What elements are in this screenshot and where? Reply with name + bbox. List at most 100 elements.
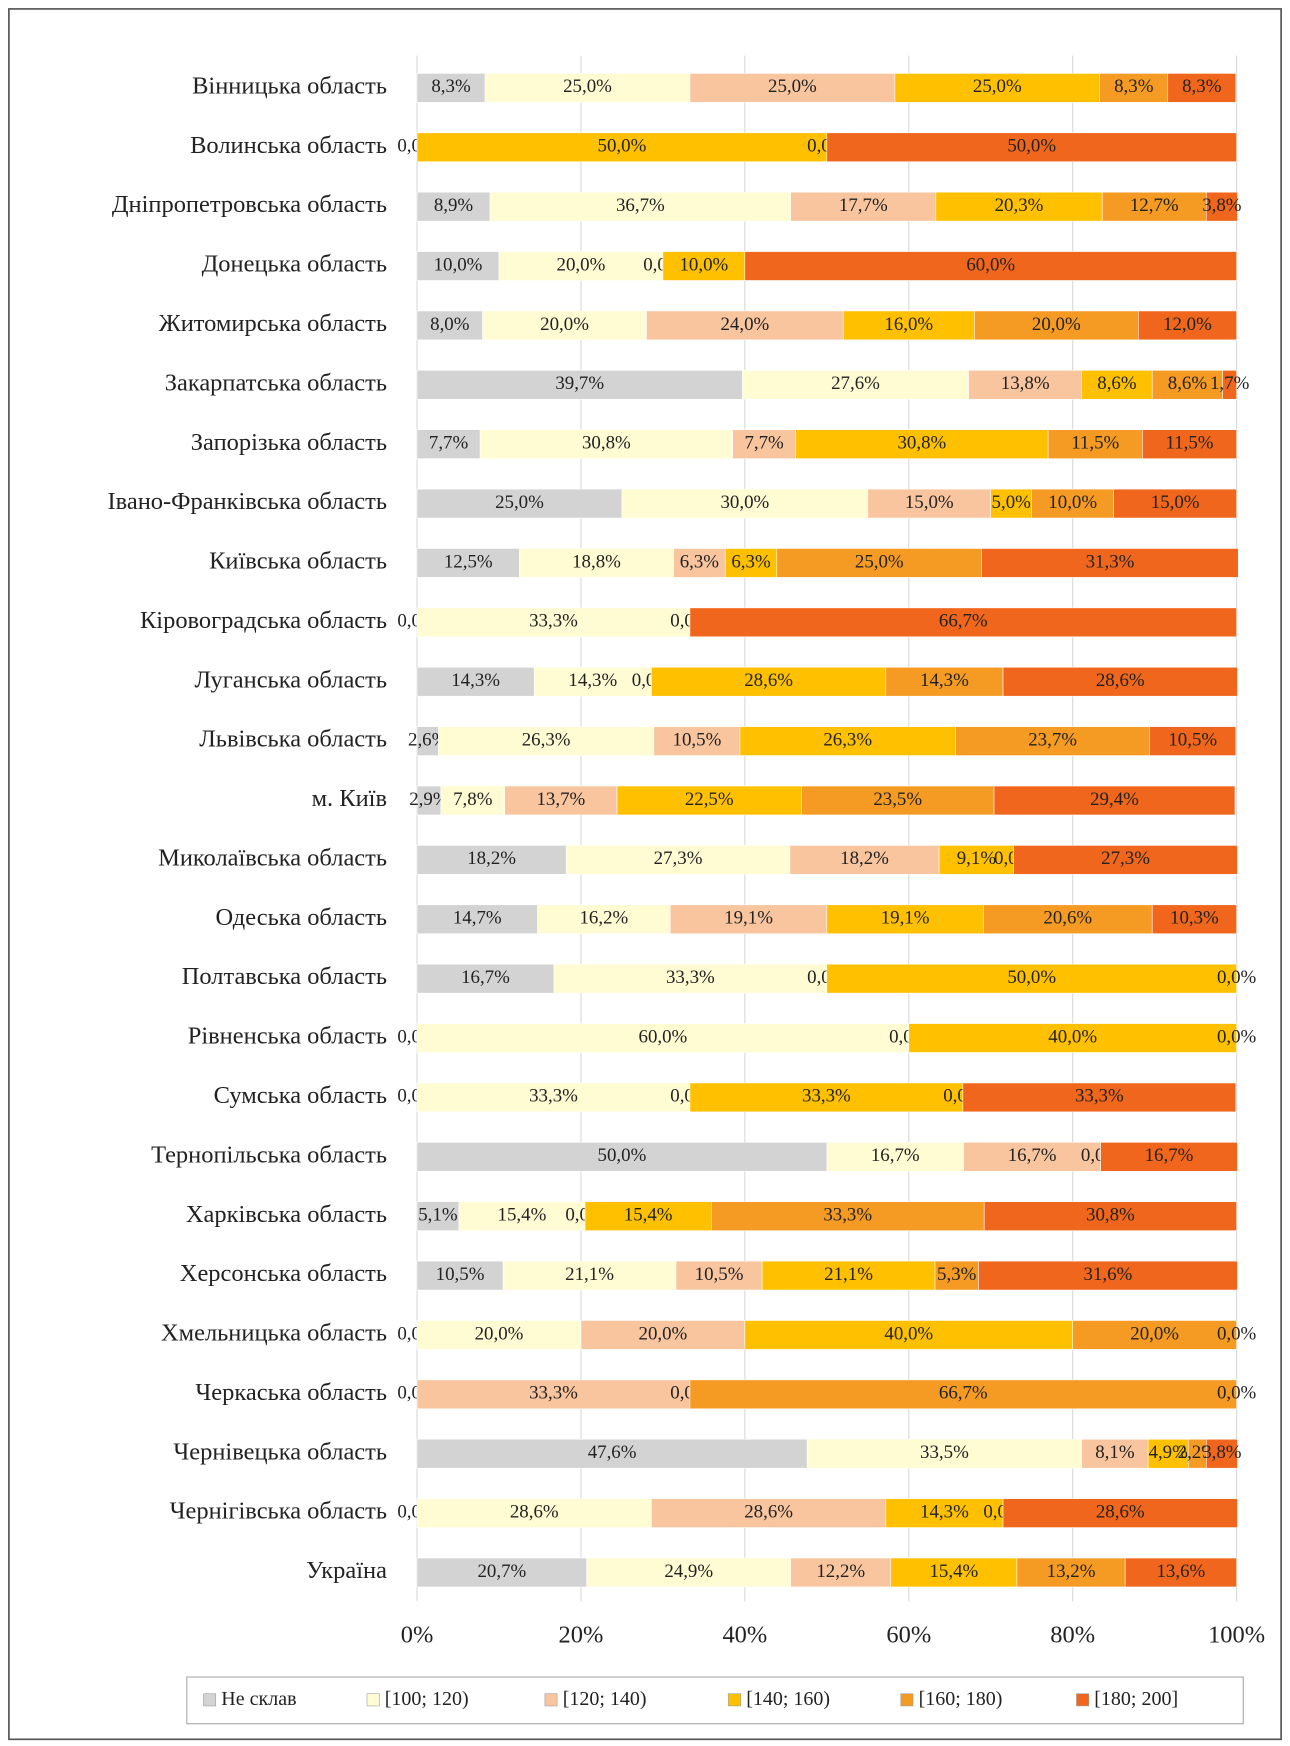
x-tick-label: 100% [1208,1622,1265,1649]
category-label: Полтавська область [182,963,387,990]
bar-segment [790,1557,892,1588]
bar-segment [761,1260,936,1291]
data-label: 10,5% [1168,729,1217,750]
bar-segment [689,73,896,103]
category-label: Дніпропетровська область [112,191,387,218]
bar-segment [890,1557,1018,1588]
bar-segment [806,1438,1082,1469]
data-label: 13,7% [536,789,585,810]
category-label: Кіровоградська область [140,607,387,634]
data-label: 15,4% [498,1205,547,1226]
data-label: 12,7% [1130,195,1179,216]
bar-segment [565,845,791,875]
legend-label: [180; 200] [1094,1688,1178,1710]
data-label: 20,0% [557,254,606,275]
data-label: 8,3% [1182,76,1222,97]
data-label: 33,3% [823,1205,872,1226]
bar-segment [616,785,802,816]
bar-segment [978,1260,1238,1291]
data-label: 20,0% [540,314,589,335]
data-label: 5,3% [937,1264,977,1285]
data-label: 10,0% [1048,492,1097,513]
bar-segment [504,785,618,816]
bar-segment [867,488,992,519]
data-label: 26,3% [522,729,571,750]
data-label: 25,0% [768,76,817,97]
bar-segment [1081,370,1153,400]
bar-segment [885,1498,1004,1528]
data-label: 26,3% [823,729,872,750]
data-label: 15,0% [1151,492,1200,513]
data-label: 14,3% [920,1501,969,1522]
bar-segment [842,310,975,341]
data-label: 24,9% [664,1561,713,1582]
bar-segment [416,1201,460,1231]
data-label: 16,0% [884,314,933,335]
category-label: Чернівецька область [173,1438,387,1465]
bar-segment [955,726,1151,756]
data-label: 8,6% [1168,373,1208,394]
bar-segment [826,132,1237,162]
data-label: 20,0% [639,1323,688,1344]
data-label: 21,1% [565,1264,614,1285]
data-label: 66,7% [939,611,988,632]
data-label: 10,5% [695,1264,744,1285]
bar-segment [416,132,828,162]
data-label: 40,0% [1048,1026,1097,1047]
bar-segment [416,904,538,934]
bar-segment [1142,429,1237,459]
data-label: 25,0% [563,76,612,97]
legend-label: [160; 180) [919,1688,1003,1710]
data-label: 15,0% [905,492,954,513]
bar-segment [974,310,1139,341]
bar-segment [1081,1438,1149,1469]
bar-segment [416,548,520,578]
bar-segment [1072,1320,1237,1350]
category-label: Тернопільська область [151,1141,387,1168]
data-label: 8,3% [1114,76,1154,97]
data-label: 2,9% [409,789,449,810]
data-label: 20,0% [1032,314,1081,335]
data-label: 33,3% [802,1086,851,1107]
data-label: 0,0% [1217,1026,1257,1047]
data-label: 24,0% [720,314,769,335]
data-label: 25,0% [973,76,1022,97]
category-label: Львівська область [199,726,387,753]
bar-segment [962,1082,1237,1113]
data-label: 8,1% [1095,1442,1135,1463]
category-label: м. Київ [312,785,387,812]
data-label: 12,0% [1163,314,1212,335]
data-label: 20,6% [1043,908,1092,929]
bar-segment [795,429,1049,459]
data-label: 20,7% [477,1561,526,1582]
legend-swatch [544,1693,558,1707]
bar-segment [416,845,567,875]
bar-segment [1013,845,1238,875]
bar-segment [533,666,652,697]
data-label: 33,3% [1075,1086,1124,1107]
data-label: 18,8% [572,551,621,572]
bar-segment [586,1557,792,1588]
data-label: 20,0% [475,1323,524,1344]
bar-segment [894,73,1101,103]
data-label: 14,3% [451,670,500,691]
data-label: 5,0% [992,492,1032,513]
data-label: 7,7% [744,433,784,454]
bar-segment [662,251,746,281]
data-label: 21,1% [824,1264,873,1285]
data-label: 18,2% [467,848,516,869]
bar-segment [826,904,984,934]
data-label: 16,2% [579,908,628,929]
bar-segment [416,1320,582,1350]
data-label: 3,8% [1202,1442,1242,1463]
category-label: Донецька область [202,251,387,278]
data-label: 7,7% [429,433,469,454]
bar-segment [584,1201,712,1231]
x-tick-label: 0% [401,1622,434,1649]
bar-segment [416,488,623,519]
data-label: 31,6% [1084,1264,1133,1285]
bar-segment [689,1082,964,1113]
x-tick-label: 20% [559,1622,604,1649]
legend-label: [100; 120) [385,1688,469,1710]
bar-segment [1151,904,1237,934]
